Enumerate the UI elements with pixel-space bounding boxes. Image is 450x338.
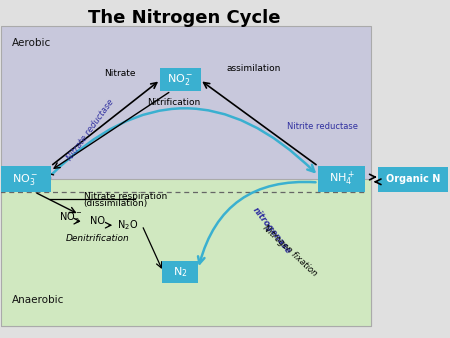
FancyBboxPatch shape — [1, 179, 371, 325]
Text: $\mathregular{NO_2^-}$: $\mathregular{NO_2^-}$ — [59, 210, 82, 225]
Text: assimilation: assimilation — [227, 64, 281, 73]
FancyArrowPatch shape — [49, 173, 54, 178]
Text: $\mathregular{N_2O}$: $\mathregular{N_2O}$ — [117, 218, 139, 232]
Text: NO: NO — [90, 216, 105, 226]
Text: Nitrification: Nitrification — [147, 98, 200, 107]
Text: Nitrogen fixation: Nitrogen fixation — [261, 223, 319, 278]
FancyBboxPatch shape — [0, 166, 51, 192]
Text: $\mathregular{NH_4^+}$: $\mathregular{NH_4^+}$ — [328, 170, 355, 188]
Text: nitrogenase: nitrogenase — [251, 205, 293, 255]
Text: Nitrate: Nitrate — [104, 69, 135, 77]
Text: $\mathregular{NO_3^-}$: $\mathregular{NO_3^-}$ — [12, 172, 39, 187]
Text: Nitrate respiration: Nitrate respiration — [84, 192, 167, 201]
FancyBboxPatch shape — [318, 166, 365, 192]
FancyBboxPatch shape — [378, 167, 447, 192]
Text: Denitrification: Denitrification — [66, 234, 130, 242]
Text: (dissimilation): (dissimilation) — [84, 199, 148, 208]
Text: Anaerobic: Anaerobic — [12, 295, 64, 305]
Text: Aerobic: Aerobic — [12, 38, 51, 48]
Text: Organic N: Organic N — [386, 174, 440, 185]
Text: Nitrite reductase: Nitrite reductase — [287, 122, 358, 131]
Text: $\mathregular{NO_2^-}$: $\mathregular{NO_2^-}$ — [167, 72, 194, 87]
Text: $\mathregular{N_2}$: $\mathregular{N_2}$ — [173, 265, 187, 279]
Text: Nitrate reductase: Nitrate reductase — [65, 98, 116, 163]
FancyArrowPatch shape — [198, 182, 315, 264]
FancyArrowPatch shape — [53, 108, 315, 174]
FancyBboxPatch shape — [1, 26, 371, 325]
FancyBboxPatch shape — [162, 261, 198, 283]
Text: The Nitrogen Cycle: The Nitrogen Cycle — [88, 9, 281, 27]
FancyBboxPatch shape — [160, 68, 201, 91]
